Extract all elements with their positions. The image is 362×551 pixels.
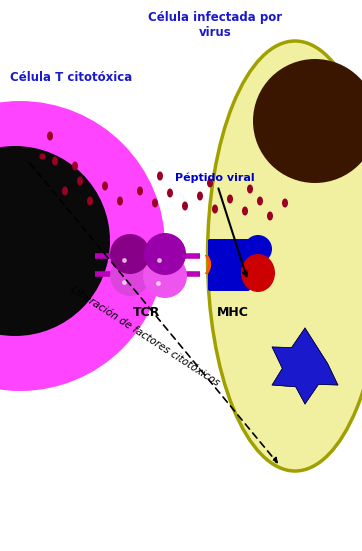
Text: Célula T citotóxica: Célula T citotóxica — [10, 71, 132, 84]
Ellipse shape — [87, 197, 93, 206]
Ellipse shape — [52, 156, 58, 165]
Ellipse shape — [62, 186, 68, 196]
Ellipse shape — [257, 197, 263, 206]
Text: MHC: MHC — [217, 306, 249, 319]
Ellipse shape — [197, 192, 203, 201]
FancyBboxPatch shape — [208, 265, 250, 291]
Ellipse shape — [167, 188, 173, 197]
Text: Péptido viral: Péptido viral — [175, 172, 255, 276]
Text: ): ) — [202, 255, 212, 275]
Ellipse shape — [182, 202, 188, 210]
Circle shape — [0, 146, 110, 336]
Polygon shape — [272, 328, 338, 404]
Ellipse shape — [241, 254, 275, 292]
Ellipse shape — [247, 185, 253, 193]
Ellipse shape — [152, 198, 158, 208]
Ellipse shape — [47, 132, 53, 141]
Ellipse shape — [242, 207, 248, 215]
Circle shape — [110, 234, 150, 274]
Ellipse shape — [102, 181, 108, 191]
Ellipse shape — [212, 204, 218, 213]
Ellipse shape — [207, 41, 362, 471]
Ellipse shape — [137, 186, 143, 196]
Circle shape — [0, 101, 165, 391]
Ellipse shape — [267, 212, 273, 220]
Ellipse shape — [282, 198, 288, 208]
Ellipse shape — [207, 179, 213, 187]
Circle shape — [144, 233, 186, 275]
Circle shape — [143, 254, 187, 298]
Ellipse shape — [72, 161, 78, 170]
Circle shape — [253, 59, 362, 183]
Ellipse shape — [227, 195, 233, 203]
Circle shape — [110, 256, 150, 296]
Ellipse shape — [157, 171, 163, 181]
Circle shape — [244, 235, 272, 263]
Ellipse shape — [117, 197, 123, 206]
Ellipse shape — [77, 176, 83, 186]
FancyBboxPatch shape — [208, 239, 250, 265]
Text: Célula infectada por
virus: Célula infectada por virus — [148, 11, 282, 39]
Text: Liberación de factores citotóxicos: Liberación de factores citotóxicos — [69, 284, 221, 388]
Text: TCR: TCR — [133, 306, 161, 319]
